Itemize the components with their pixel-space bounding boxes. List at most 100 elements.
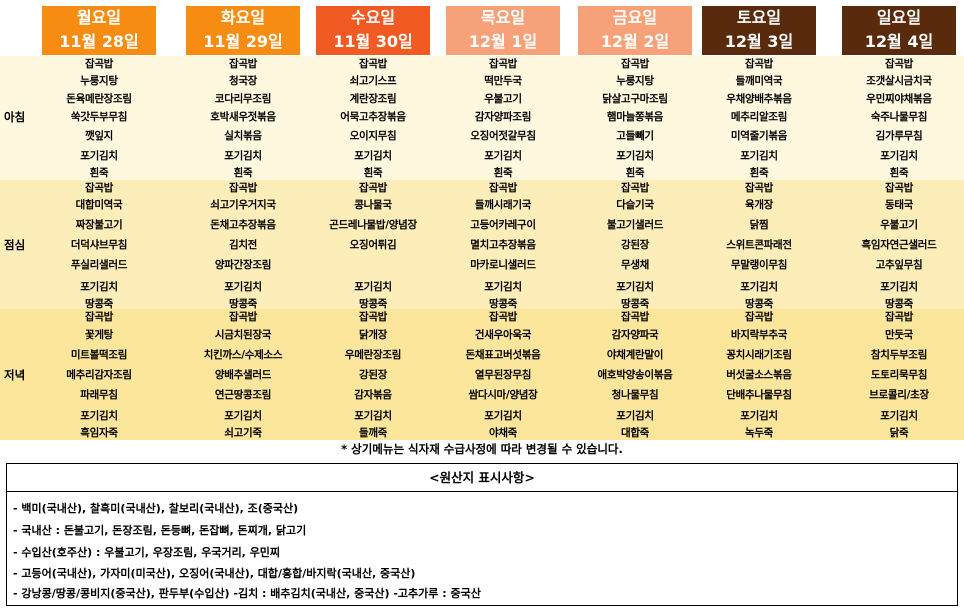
menu-item: 건새우아욱국 <box>474 329 532 341</box>
menu-item: 치킨까스/수제소스 <box>203 349 283 361</box>
menu-item: 포기김치 <box>880 281 918 293</box>
menu-item: 푸실리샐러드 <box>70 259 128 271</box>
origin-title: <원산지 표시사항> <box>7 464 957 492</box>
menu-item: 흰죽 <box>493 167 513 179</box>
menu-item: 잡곡밥 <box>84 58 114 70</box>
day-date: 11월 30일 <box>333 32 413 51</box>
menu-item: 포기김치 <box>484 281 522 293</box>
menu-item: 불고기샐러드 <box>606 219 664 231</box>
menu-item: 감자볶음 <box>354 389 392 401</box>
menu-item: 포기김치 <box>616 281 654 293</box>
menu-item: 흰죽 <box>363 167 383 179</box>
menu-item: 땅콩죽 <box>228 298 258 310</box>
menu-item: 미역줄기볶음 <box>730 130 788 142</box>
menu-item: 흑임자연근샐러드 <box>861 239 937 251</box>
menu-item: 양배추샐러드 <box>214 369 272 381</box>
menu-item: 코다리무조림 <box>214 93 272 105</box>
menu-item: 강된장 <box>358 369 388 381</box>
menu-item: 청나물무침 <box>611 389 659 401</box>
menu-item: 돈육메란장조림 <box>66 93 132 105</box>
menu-item: 바지락부추국 <box>730 329 788 341</box>
menu-item: 들깨시래기국 <box>474 199 532 211</box>
origin-info-box: <원산지 표시사항> - 백미(국내산), 찰흑미(국내산), 찰보리(국내산)… <box>6 463 958 606</box>
day-name: 목요일 <box>480 8 526 27</box>
menu-item: 닭개장 <box>358 329 388 341</box>
origin-line: - 강낭콩/땅콩/콩비지(중국산), 판두부(수입산) -김치 : 배추김치(국… <box>13 587 481 600</box>
menu-item: 잡곡밥 <box>744 182 774 194</box>
meal-band <box>0 180 964 309</box>
menu-item: 포기김치 <box>354 281 392 293</box>
menu-item: 흰죽 <box>749 167 769 179</box>
menu-item: 우불고기 <box>880 219 918 231</box>
menu-item: 포기김치 <box>80 410 118 422</box>
menu-item: 계란장조림 <box>349 93 397 105</box>
menu-item: 어묵고추장볶음 <box>340 111 406 123</box>
menu-item: 강된장 <box>620 239 650 251</box>
menu-item: 돈채표고버섯볶음 <box>465 349 541 361</box>
menu-item: 포기김치 <box>484 410 522 422</box>
menu-item: 감자양파국 <box>611 329 659 341</box>
menu-item: 흰죽 <box>889 167 909 179</box>
menu-item: 메추리알조림 <box>730 111 788 123</box>
menu-item: 호박새우젓볶음 <box>210 111 276 123</box>
menu-item: 마카로니샐러드 <box>470 259 536 271</box>
menu-item: 닭죽 <box>889 427 909 439</box>
menu-item: 포기김치 <box>740 410 778 422</box>
menu-item: 닭살고구마조림 <box>602 93 668 105</box>
menu-item: 야채죽 <box>488 427 518 439</box>
menu-item: 실치볶음 <box>224 130 262 142</box>
day-name: 금요일 <box>612 8 658 27</box>
menu-item: 포기김치 <box>224 150 262 162</box>
menu-item: 김가루무침 <box>875 130 923 142</box>
menu-item: 오징어튀김 <box>349 239 397 251</box>
menu-item: 땅콩죽 <box>744 298 774 310</box>
day-date: 12월 4일 <box>864 32 934 51</box>
menu-item: 포기김치 <box>740 150 778 162</box>
day-name: 화요일 <box>220 8 266 27</box>
menu-item: 육개장 <box>744 199 774 211</box>
menu-item: 야채계란말이 <box>606 349 664 361</box>
menu-item: 시금치된장국 <box>214 329 272 341</box>
menu-item: 잡곡밥 <box>84 182 114 194</box>
menu-item: 포기김치 <box>740 281 778 293</box>
menu-item: 포기김치 <box>224 410 262 422</box>
menu-item: 고추잎무침 <box>875 259 923 271</box>
menu-item: 대합미역국 <box>75 199 123 211</box>
menu-item: 잡곡밥 <box>228 58 258 70</box>
menu-item: 열무된장무침 <box>474 369 532 381</box>
menu-item: 우메란장조림 <box>344 349 402 361</box>
menu-item: 들깨미역국 <box>735 75 783 87</box>
menu-item: 메추리감자조림 <box>66 369 132 381</box>
menu-item: 꽃게탕 <box>84 329 114 341</box>
day-header: 토요일 12월 3일 <box>702 6 816 55</box>
menu-item: 땅콩죽 <box>84 298 114 310</box>
meal-band <box>0 56 964 180</box>
menu-item: 청국장 <box>228 75 258 87</box>
menu-item: 포기김치 <box>80 281 118 293</box>
menu-item: 오이지무침 <box>349 130 397 142</box>
menu-item: 참치두부조림 <box>870 349 928 361</box>
menu-item: 깻잎지 <box>84 130 114 142</box>
day-name: 월요일 <box>76 8 122 27</box>
menu-item: 잡곡밥 <box>488 182 518 194</box>
menu-item: 애호박양송이볶음 <box>597 369 673 381</box>
menu-item: 땅콩죽 <box>620 298 650 310</box>
menu-item: 스위트콘파래전 <box>726 239 792 251</box>
day-date: 12월 3일 <box>724 32 794 51</box>
meal-label: 저녁 <box>4 368 26 382</box>
menu-item: 포기김치 <box>616 150 654 162</box>
menu-item: 쇠고기스프 <box>349 75 397 87</box>
menu-item: 흑임자죽 <box>80 427 118 439</box>
menu-item: 포기김치 <box>354 410 392 422</box>
menu-item: 누룽지탕 <box>616 75 654 87</box>
menu-item: 잡곡밥 <box>488 311 518 323</box>
menu-item: 멸치고추장볶음 <box>470 239 536 251</box>
origin-line: - 수입산(호주산) : 우불고기, 우장조림, 우국거리, 우민찌 <box>13 546 281 559</box>
menu-item: 잡곡밥 <box>228 311 258 323</box>
menu-item: 브로콜리/초장 <box>869 389 929 401</box>
menu-item: 곤드레나물밥/양념장 <box>329 219 417 231</box>
menu-item: 흰죽 <box>625 167 645 179</box>
menu-item: 잡곡밥 <box>358 58 388 70</box>
day-name: 토요일 <box>736 8 782 27</box>
menu-item: 포기김치 <box>354 150 392 162</box>
